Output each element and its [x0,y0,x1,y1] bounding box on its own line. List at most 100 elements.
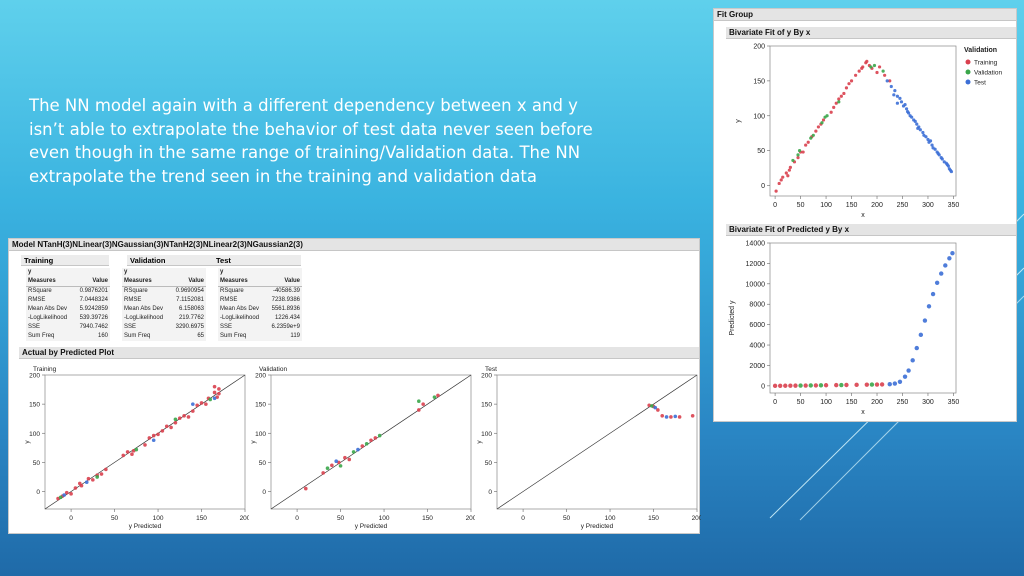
x-tick-label: 150 [846,399,858,406]
column-header-measures: Measures [122,277,170,287]
measure-name: Sum Freq [220,333,247,339]
measure-name: RSquare [220,288,244,294]
data-point-training [147,436,152,440]
data-point-training [874,382,880,387]
data-point-test [902,374,908,379]
data-point-training [436,393,440,398]
identity-line [44,374,246,510]
model-title-bar[interactable]: Model NTanH(3)NLinear(3)NGaussian(3)NTan… [9,239,699,251]
table-row: Mean Abs Dev 6.158063 [122,305,206,314]
data-point-training [217,387,221,391]
training-table-header[interactable]: Training [21,255,109,266]
y-axis-label: y [476,440,483,444]
x-tick-label: 50 [797,399,805,406]
data-point-training [788,165,792,169]
data-point-training [784,171,788,175]
y-tick-label: 50 [485,460,493,467]
data-point-training [834,382,839,388]
bivariate-title-bar[interactable]: Bivariate Fit of y By x [726,27,1016,39]
table-row: RMSE 7238.9386 [218,296,302,305]
actual-by-predicted-bar[interactable]: Actual by Predicted Plot [19,347,699,359]
measure-value: 7.1152081 [176,297,204,303]
measure-name: Mean Abs Dev [124,306,164,312]
y-tick-label: 100 [255,431,266,438]
x-tick-label: 150 [846,202,858,209]
data-point-test [934,280,940,285]
data-point-validation [839,382,844,388]
measure-value: 3290.6975 [175,324,204,330]
test-stats-table: y Measures Value RSquare -40586.39 RMSE 7238.9… [218,268,302,341]
data-point-validation [417,399,421,404]
measure-value: 5561.8936 [271,306,300,312]
data-point-validation [818,383,824,388]
chart-subtitle: Test [485,366,497,373]
measure-name: -LogLikelihood [220,315,260,321]
data-point-training [143,443,147,447]
table-row: SSE 6.2359e+9 [218,323,302,332]
x-tick-label: 100 [605,515,616,522]
test-table-header[interactable]: Test [213,255,301,266]
data-point-training [156,432,160,437]
legend-label-training: Training [974,60,998,67]
table-response-label: y [220,269,224,275]
data-point-test [926,304,932,309]
fit-group-title-bar[interactable]: Fit Group [714,9,1016,21]
validation-table-header[interactable]: Validation [127,255,215,266]
legend-title: Validation [964,47,997,54]
data-point-training [781,175,785,179]
data-point-training [217,391,221,396]
measure-value: 65 [197,333,204,339]
data-point-training [99,472,104,476]
data-point-training [104,467,108,472]
data-point-training [796,156,800,160]
x-tick-label: 50 [337,515,345,522]
data-point-test [898,96,902,100]
x-axis-label: y Predicted [129,523,162,530]
measure-name: SSE [220,324,233,330]
y-tick-label: 200 [481,373,492,380]
data-point-test [926,137,930,142]
model-report-panel: Model NTanH(3)NLinear(3)NGaussian(3)NTan… [8,238,701,534]
data-point-test [943,263,948,268]
measure-value: 119 [290,333,300,339]
data-point-test [151,438,156,443]
data-point-test [915,122,919,126]
data-point-training [857,69,861,73]
data-point-training [829,110,833,114]
data-point-training [777,181,781,186]
data-point-test [940,157,944,161]
data-point-training [212,390,217,395]
column-header-measures: Measures [218,277,266,287]
data-point-training [656,408,660,412]
table-row: SSE 7940.7462 [26,323,110,332]
table-row: Sum Freq 119 [218,332,302,341]
data-point-test [931,146,935,150]
table-row: -LogLikelihood 1226.434 [218,314,302,323]
table-row: SSE 3290.6975 [122,323,206,332]
y-tick-label: 12000 [746,261,766,268]
data-point-test [928,139,933,143]
data-point-training [186,415,191,419]
predicted-title-bar[interactable]: Bivariate Fit of Predicted y By x [726,224,1016,236]
measure-value: 0.9690954 [175,288,204,294]
data-point-training [191,409,195,413]
x-axis-label: y Predicted [355,523,388,530]
chart-subtitle: Training [33,366,57,373]
data-point-training [804,143,808,147]
measure-name: RMSE [124,297,142,303]
x-tick-label: 0 [69,515,73,522]
identity-line [496,374,698,510]
data-point-validation [869,382,875,387]
data-point-test [930,143,934,147]
data-point-training [813,383,819,388]
data-point-test [84,480,89,484]
plot-frame [769,242,957,394]
x-tick-label: 200 [871,399,883,406]
y-tick-label: 0 [36,489,40,496]
measure-value: 539.39726 [79,315,108,321]
data-point-test [939,271,944,276]
data-point-training [330,463,334,468]
legend-marker-training [965,59,971,65]
table-row: Sum Freq 160 [26,332,110,341]
